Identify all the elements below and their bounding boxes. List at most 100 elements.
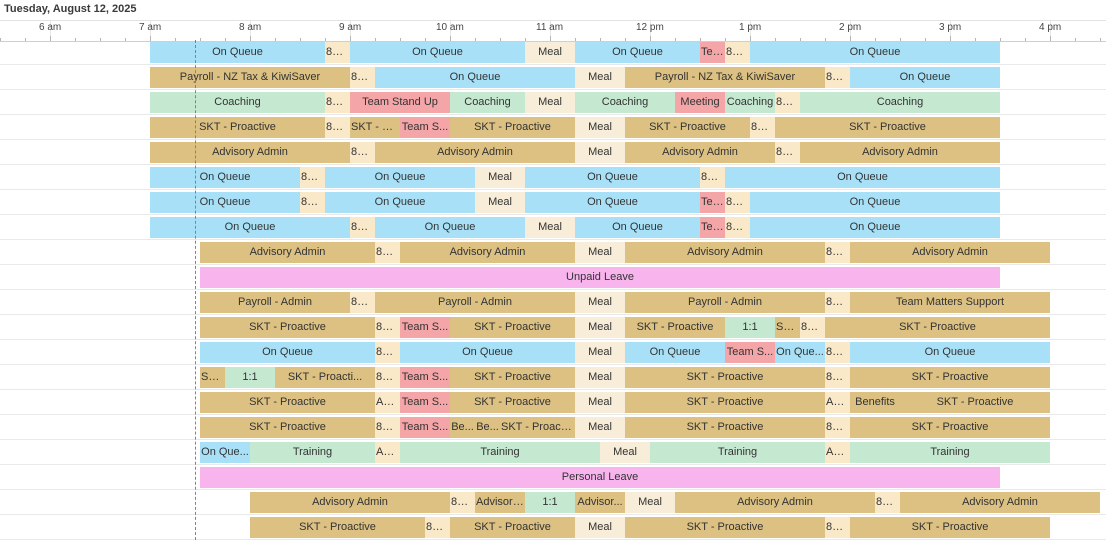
activity-block-break[interactable]: 8M... [725,217,750,238]
activity-block-break[interactable]: 8M... [875,492,900,513]
activity-block-coaching[interactable]: 1:1 [225,367,275,388]
activity-block-proactive[interactable]: SKT - Pr... [350,117,400,138]
activity-block-break[interactable]: 8M... [325,117,350,138]
activity-block-queue[interactable]: On Queue [350,42,525,63]
activity-block-meal[interactable]: Meal [575,117,625,138]
activity-block-queue[interactable]: On Queue [150,217,350,238]
activity-block-team[interactable]: Team S... [700,42,725,63]
activity-block-queue[interactable]: On Queue [850,342,1050,363]
activity-block-proactive[interactable]: SKT - Pr... [200,367,225,388]
activity-block-queue[interactable]: On Queue [750,192,1000,213]
activity-block-proactive[interactable]: SKT - Proactive [900,392,1050,413]
activity-block-break[interactable]: 8M... [375,317,400,338]
activity-block-coaching[interactable]: Training [650,442,825,463]
activity-block-proactive[interactable]: SKT - Proactive [200,317,375,338]
activity-block-coaching[interactable]: Training [400,442,600,463]
activity-block-proactive[interactable]: Payroll - Admin [625,292,825,313]
activity-block-queue[interactable]: On Queue [150,167,300,188]
activity-block-break[interactable]: 8M... [350,292,375,313]
activity-block-break[interactable]: 8M... [375,342,400,363]
activity-block-coaching[interactable]: 1:1 [725,317,775,338]
activity-block-team[interactable]: Team S... [700,217,725,238]
activity-block-meal[interactable]: Meal [575,367,625,388]
activity-block-coaching[interactable]: 1:1 [525,492,575,513]
activity-block-meal[interactable]: Meal [575,342,625,363]
activity-block-team[interactable]: Team S... [400,367,450,388]
activity-block-meal[interactable]: Meal [575,67,625,88]
activity-block-proactive[interactable]: Advisory Ad... [475,492,525,513]
activity-block-proactive[interactable]: SKT - Proactive [450,317,575,338]
activity-block-break[interactable]: 8M... [825,517,850,538]
activity-block-break[interactable]: AD... [375,392,400,413]
activity-block-queue[interactable]: On Queue [525,167,700,188]
activity-block-proactive[interactable]: SKT - Proactive [850,517,1050,538]
activity-block-break[interactable]: 8M... [425,517,450,538]
activity-block-team[interactable]: Team S... [400,117,450,138]
activity-block-proactive[interactable]: SKT - Proactive [500,417,575,438]
activity-block-break[interactable]: 8M... [300,192,325,213]
activity-block-coaching[interactable]: Coaching [450,92,525,113]
activity-block-queue[interactable]: On Queue [375,67,575,88]
activity-block-queue[interactable]: On Queue [150,192,300,213]
activity-block-leave[interactable]: Unpaid Leave [200,267,1000,288]
activity-block-proactive[interactable]: Advisory Admin [150,142,350,163]
activity-block-break[interactable]: 8M... [825,417,850,438]
activity-block-queue[interactable]: On Queue [325,192,475,213]
activity-block-queue[interactable]: On Queue [325,167,475,188]
activity-block-queue[interactable]: On Que... [200,442,250,463]
activity-block-break[interactable]: 8M... [825,292,850,313]
activity-block-proactive[interactable]: Benefits [850,392,900,413]
activity-block-proactive[interactable]: SKT - Proactive [450,517,575,538]
activity-block-proactive[interactable]: SKT - Proactive [775,117,1000,138]
activity-block-break[interactable]: 8M... [775,92,800,113]
activity-block-coaching[interactable]: Coaching [575,92,675,113]
activity-block-proactive[interactable]: Advisory Admin [625,142,775,163]
activity-block-break[interactable]: 8M... [350,217,375,238]
activity-block-team[interactable]: Team S... [700,192,725,213]
activity-block-meal[interactable]: Meal [475,167,525,188]
activity-block-leave[interactable]: Personal Leave [200,467,1000,488]
activity-block-team[interactable]: Team S... [400,417,450,438]
activity-block-queue[interactable]: On Queue [575,217,700,238]
activity-block-proactive[interactable]: SKT - Proactive [825,317,1050,338]
activity-block-proactive[interactable]: SKT - Proactive [450,392,575,413]
activity-block-proactive[interactable]: SK... [775,317,800,338]
activity-block-queue[interactable]: On Queue [575,42,700,63]
activity-block-proactive[interactable]: SKT - Proactive [625,317,725,338]
activity-block-proactive[interactable]: SKT - Proactive [625,367,825,388]
activity-block-queue[interactable]: On Queue [625,342,725,363]
activity-block-break[interactable]: AD... [825,442,850,463]
activity-block-break[interactable]: 8M... [325,92,350,113]
activity-block-meal[interactable]: Meal [525,42,575,63]
activity-block-proactive[interactable]: Be... [450,417,475,438]
activity-block-break[interactable]: 8M... [725,192,750,213]
activity-block-break[interactable]: 8M... [825,67,850,88]
activity-block-queue[interactable]: On Que... [775,342,825,363]
activity-block-meal[interactable]: Meal [575,292,625,313]
activity-block-proactive[interactable]: SKT - Proactive [625,417,825,438]
activity-block-break[interactable]: 8M... [825,367,850,388]
activity-block-break[interactable]: 8M... [375,367,400,388]
activity-block-proactive[interactable]: SKT - Proactive [250,517,425,538]
activity-block-break[interactable]: 8M... [450,492,475,513]
activity-block-break[interactable]: 8M... [350,142,375,163]
activity-block-meal[interactable]: Meal [575,242,625,263]
activity-block-proactive[interactable]: SKT - Proacti... [275,367,375,388]
activity-block-team[interactable]: Team S... [725,342,775,363]
activity-block-proactive[interactable]: Payroll - NZ Tax & KiwiSaver [150,67,350,88]
activity-block-queue[interactable]: On Queue [750,42,1000,63]
activity-block-proactive[interactable]: SKT - Proactive [450,367,575,388]
activity-block-break[interactable]: 8M... [750,117,775,138]
activity-block-break[interactable]: 8M... [775,142,800,163]
activity-block-proactive[interactable]: Advisory Admin [850,242,1050,263]
activity-block-proactive[interactable]: SKT - Proactive [850,417,1050,438]
activity-block-proactive[interactable]: SKT - Proactive [200,392,375,413]
activity-block-team[interactable]: Meeting [675,92,725,113]
activity-block-break[interactable]: 8M... [375,417,400,438]
activity-block-break[interactable]: 8M... [350,67,375,88]
activity-block-proactive[interactable]: Payroll - NZ Tax & KiwiSaver [625,67,825,88]
activity-block-queue[interactable]: On Queue [200,342,375,363]
activity-block-queue[interactable]: On Queue [750,217,1000,238]
activity-block-coaching[interactable]: Coaching [725,92,775,113]
activity-block-proactive[interactable]: Advisory Admin [675,492,875,513]
